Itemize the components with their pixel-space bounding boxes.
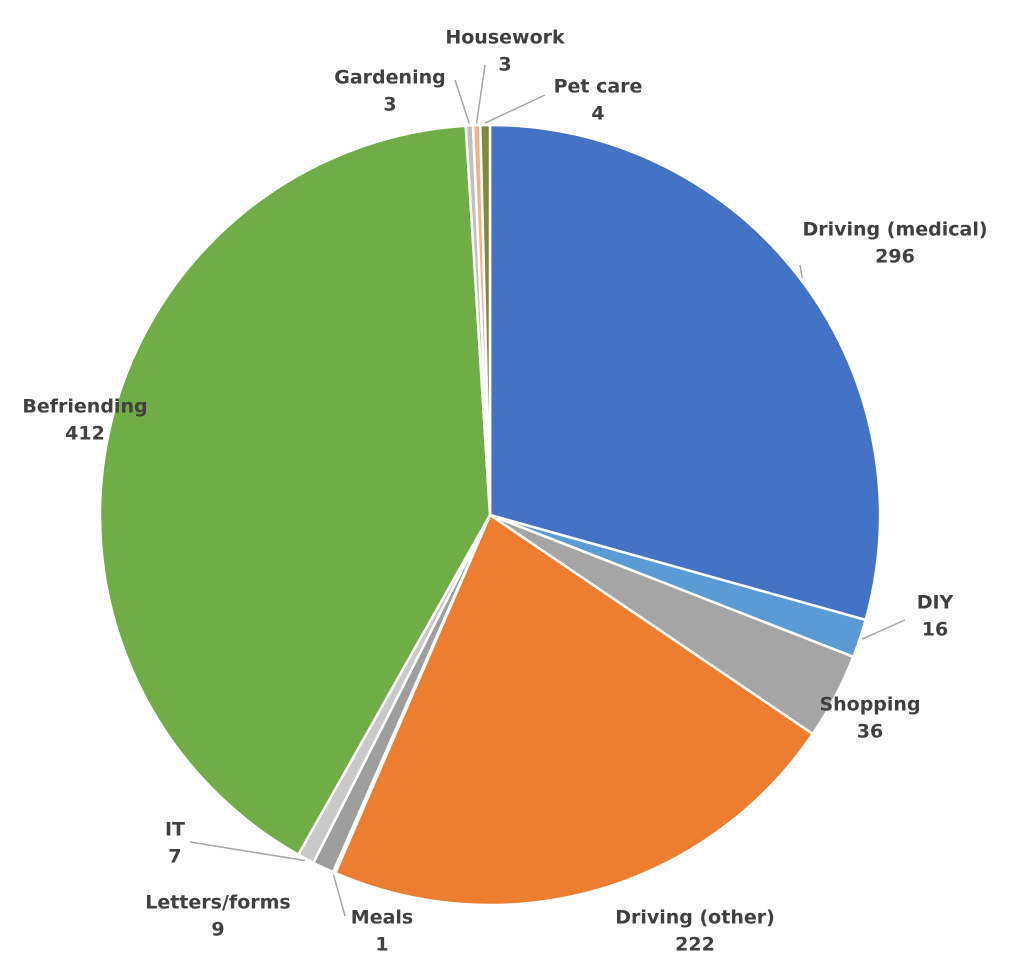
leader-line (799, 264, 803, 279)
pie-slice (98, 124, 492, 857)
slice-value: 412 (65, 423, 105, 445)
slice-value: 36 (857, 721, 883, 743)
pie-slice (488, 123, 882, 622)
slice-value: 3 (498, 54, 511, 76)
slice-value: 296 (875, 246, 915, 268)
slice-label: Befriending (22, 396, 147, 418)
slice-label: Housework (445, 27, 565, 49)
leader-line (484, 94, 546, 124)
slice-value: 1 (375, 934, 388, 956)
slice-label: Shopping (819, 694, 920, 716)
slice-value: 9 (211, 919, 224, 941)
slice-label: Letters/forms (145, 892, 290, 914)
slice-value: 4 (591, 103, 604, 125)
slice-label: Driving (other) (615, 907, 775, 929)
slice-label: Driving (medical) (802, 219, 987, 241)
pie-slice (333, 513, 815, 907)
slice-label: Pet care (554, 76, 643, 98)
leader-line (475, 64, 486, 124)
leader-line (189, 841, 305, 862)
slice-value: 222 (675, 934, 715, 956)
leader-line (454, 79, 470, 124)
leader-line (332, 874, 346, 917)
pie-slice (479, 123, 492, 516)
slice-label: Meals (351, 907, 413, 929)
slice-value: 16 (922, 619, 948, 641)
slice-label: Gardening (334, 67, 445, 89)
slice-label: DIY (917, 592, 954, 614)
slice-label: IT (165, 819, 185, 841)
slice-value: 3 (383, 94, 396, 116)
slice-value: 7 (168, 846, 181, 868)
leader-line (861, 619, 906, 640)
